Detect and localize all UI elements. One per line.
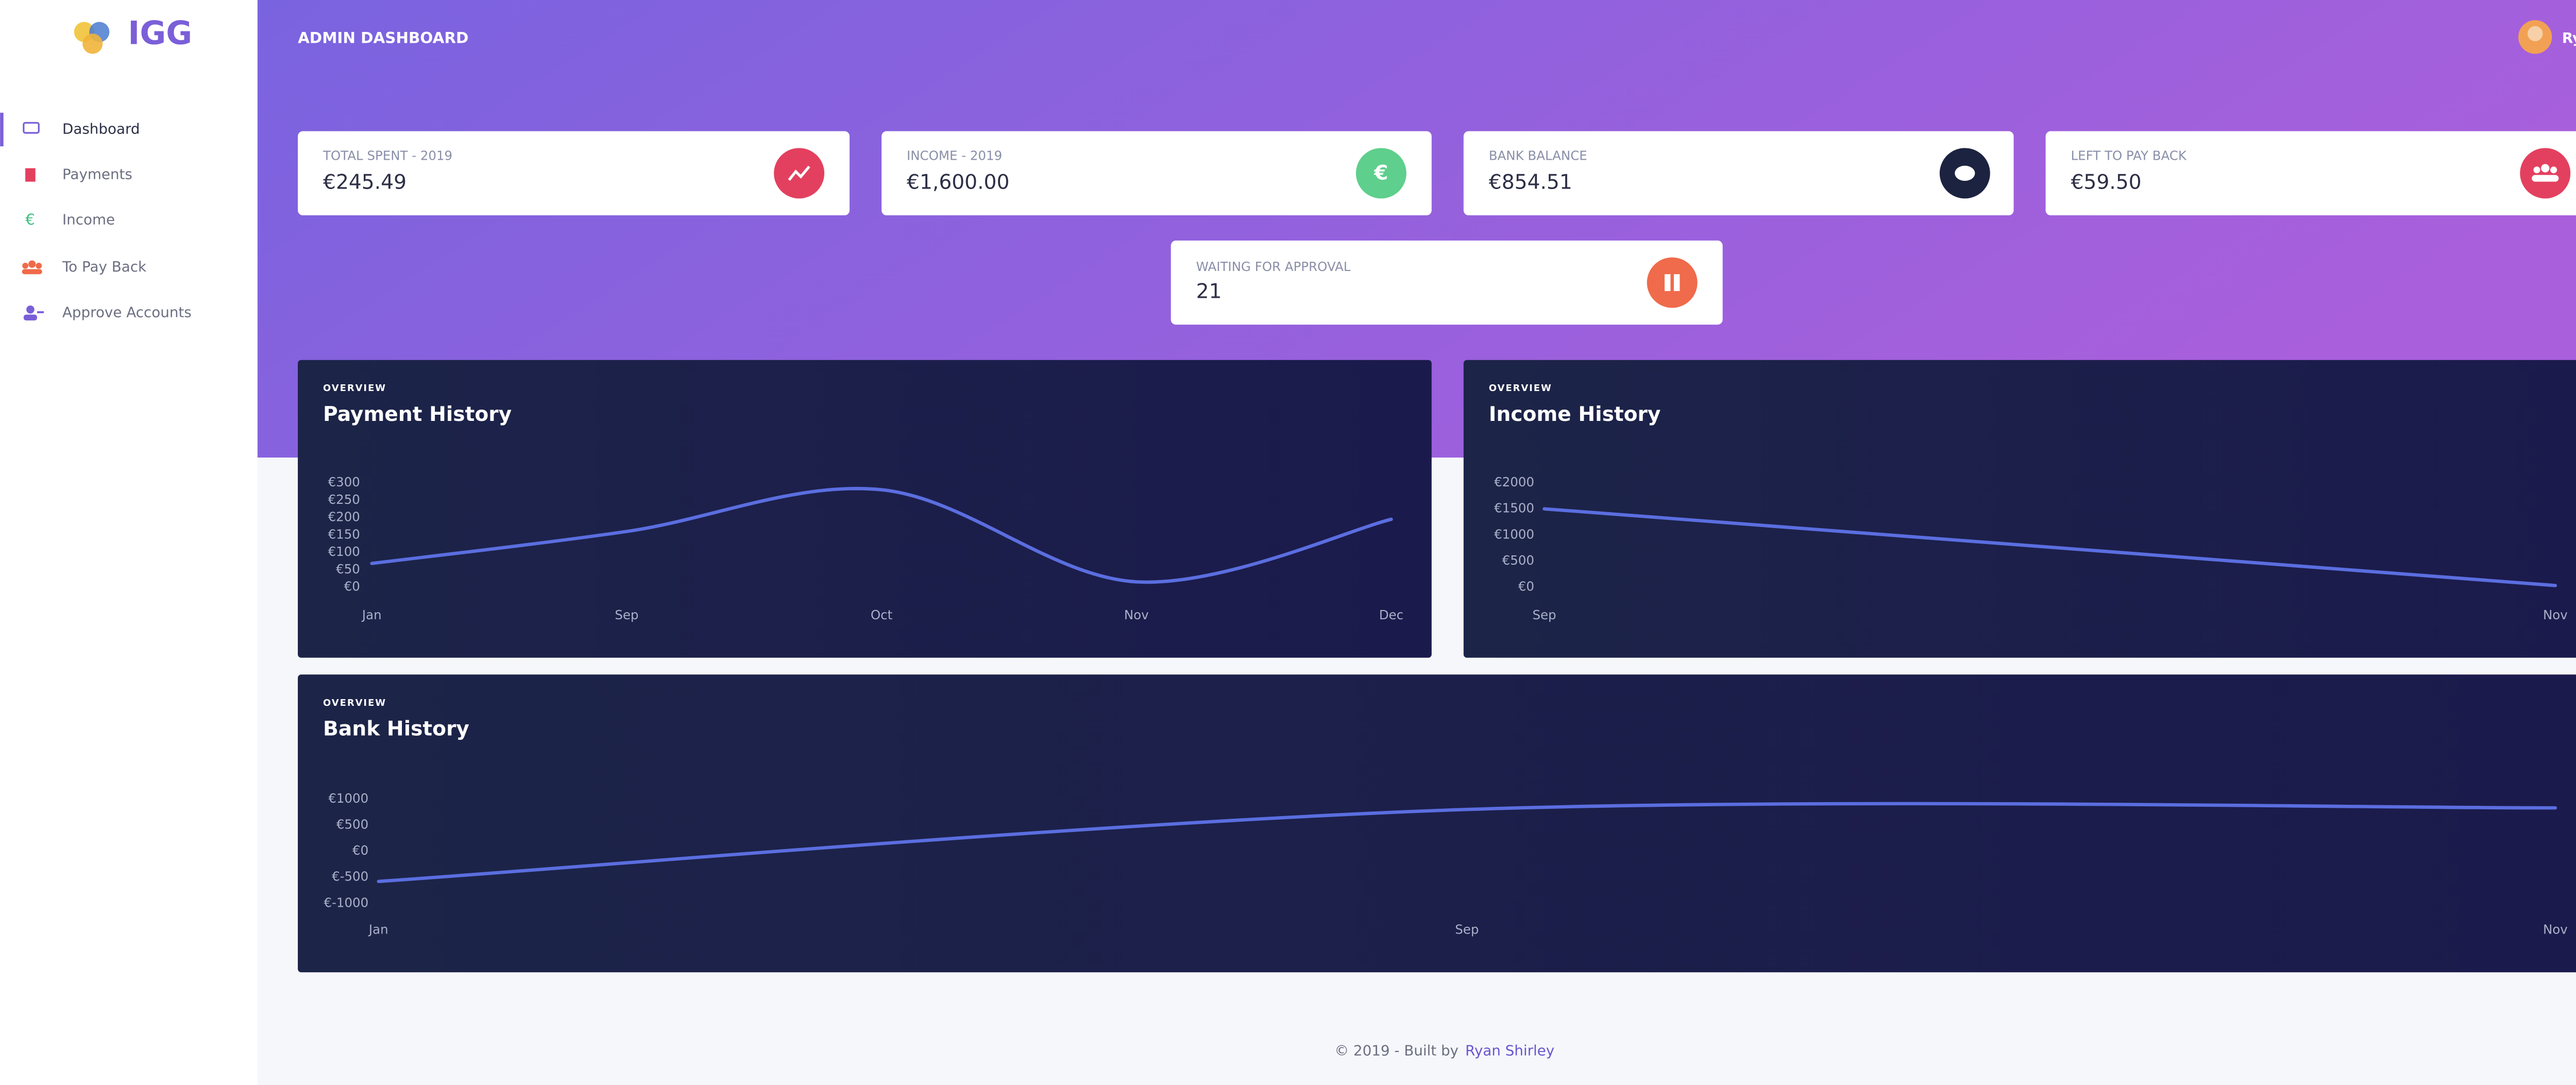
y-tick-label: €150 — [328, 527, 360, 541]
user-name: Ryan — [2562, 29, 2576, 46]
card-label: LEFT TO PAY BACK — [2071, 148, 2187, 163]
card-value: €1,600.00 — [907, 171, 1009, 194]
line — [1543, 507, 2557, 587]
y-tick-label: €-500 — [332, 869, 368, 884]
x-tick-label: Jan — [361, 607, 382, 622]
stat-card: INCOME - 2019 €1,600.00 € — [882, 131, 1432, 215]
y-tick-label: €300 — [328, 474, 360, 489]
stat-card: WAITING FOR APPROVAL 21 — [1171, 240, 1723, 325]
chart-title: Income History — [1489, 403, 1661, 426]
card-label: INCOME - 2019 — [907, 148, 1002, 163]
nav-item[interactable]: Payments — [62, 166, 132, 183]
y-tick-label: €-1000 — [324, 895, 369, 910]
y-tick-label: €250 — [328, 492, 360, 507]
card-value: €245.49 — [323, 171, 406, 194]
nav-item[interactable]: Approve Accounts — [62, 303, 192, 320]
icon — [22, 260, 42, 275]
chart-panel — [1463, 360, 2576, 658]
footer-text: © 2019 - Built by — [1334, 1042, 1459, 1059]
stat-card: TOTAL SPENT - 2019 €245.49 — [298, 131, 850, 215]
card-label: WAITING FOR APPROVAL — [1196, 259, 1351, 274]
x-tick-label: Nov — [2543, 922, 2568, 937]
x-tick-label: Dec — [1379, 607, 1403, 622]
y-tick-label: €100 — [328, 544, 360, 559]
icon — [23, 122, 40, 134]
x-tick-label: Nov — [1124, 607, 1149, 622]
y-tick-label: €0 — [344, 579, 360, 594]
icon — [25, 168, 36, 182]
x-tick-label: Sep — [615, 607, 638, 622]
brand[interactable]: IGG — [74, 14, 192, 54]
chart-title: Payment History — [323, 403, 512, 426]
user-menu[interactable]: Ryan — [2518, 20, 2576, 54]
y-tick-label: €0 — [352, 843, 368, 858]
y-tick-label: €1000 — [1494, 527, 1534, 541]
y-tick-label: €500 — [1502, 553, 1534, 568]
chart-subtitle: OVERVIEW — [1489, 383, 1552, 394]
y-tick-label: €500 — [336, 817, 368, 832]
x-tick-label: Jan — [368, 922, 388, 937]
nav-item[interactable]: Income — [62, 211, 115, 228]
y-tick-label: €50 — [336, 562, 360, 577]
nav-item[interactable]: Dashboard — [62, 120, 140, 137]
x-tick-label: Sep — [1455, 922, 1479, 937]
line — [377, 802, 2557, 884]
sidebar — [0, 0, 258, 1085]
x-tick-label: Nov — [2543, 607, 2568, 622]
nav-item[interactable]: To Pay Back — [62, 258, 146, 275]
stat-card: LEFT TO PAY BACK €59.50 — [2045, 131, 2576, 215]
chart-title: Bank History — [323, 718, 469, 741]
card-value: 21 — [1196, 280, 1222, 303]
chart-panel — [298, 674, 2576, 973]
x-tick-label: Oct — [871, 607, 893, 622]
chart-subtitle: OVERVIEW — [323, 698, 386, 708]
card-value: €59.50 — [2071, 171, 2142, 194]
card-label: BANK BALANCE — [1489, 148, 1587, 163]
header-title: ADMIN DASHBOARD — [298, 29, 468, 47]
y-tick-label: €0 — [1518, 579, 1534, 594]
y-tick-label: €200 — [328, 510, 360, 524]
x-tick-label: Sep — [1532, 607, 1556, 622]
card-label: TOTAL SPENT - 2019 — [323, 148, 452, 163]
svg-text:€: € — [1374, 161, 1388, 184]
y-tick-label: €1500 — [1494, 501, 1534, 516]
chart-subtitle: OVERVIEW — [323, 383, 386, 394]
line — [370, 487, 1393, 584]
icon: € — [25, 211, 35, 228]
y-tick-label: €1000 — [328, 791, 368, 806]
brand-name: IGG — [128, 14, 192, 52]
y-tick-label: €2000 — [1494, 474, 1534, 489]
active-indicator — [0, 112, 4, 147]
card-value: €854.51 — [1489, 171, 1572, 194]
icon — [23, 305, 44, 321]
footer-link[interactable]: Ryan Shirley — [1465, 1042, 1554, 1059]
stat-card: BANK BALANCE €854.51 — [1463, 131, 2014, 215]
